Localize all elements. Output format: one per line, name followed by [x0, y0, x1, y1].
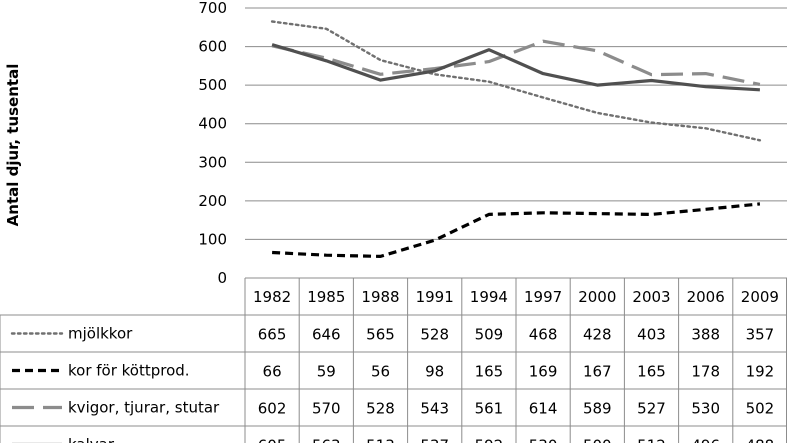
data-value-cell: 565 — [366, 326, 395, 344]
data-value-cell: 530 — [691, 400, 720, 418]
series-lines — [270, 20, 762, 258]
data-value-cell: 528 — [366, 400, 395, 418]
data-value-cell: 388 — [691, 326, 720, 344]
data-value-cell: 169 — [529, 363, 558, 381]
data-value-cell: 357 — [746, 326, 775, 344]
data-value-cell: 527 — [637, 400, 666, 418]
legend-label: mjölkkor — [68, 325, 133, 343]
data-value-cell: 59 — [317, 363, 336, 381]
y-tick-label: 300 — [198, 153, 227, 171]
data-value-cell: 178 — [691, 363, 720, 381]
x-category-label: 2003 — [632, 288, 670, 306]
y-tick-label: 500 — [198, 76, 227, 94]
x-category-label: 1988 — [361, 288, 399, 306]
series-line — [270, 20, 762, 142]
y-tick-label: 400 — [198, 115, 227, 133]
data-value-cell: 502 — [746, 400, 775, 418]
data-value-cell: 602 — [258, 400, 287, 418]
data-value-cell: 509 — [475, 326, 504, 344]
x-category-label: 2006 — [687, 288, 725, 306]
data-value-cell: 537 — [420, 437, 449, 443]
series-line — [272, 202, 761, 258]
x-category-label: 1982 — [253, 288, 291, 306]
data-value-cell: 543 — [420, 400, 449, 418]
data-value-cell: 56 — [371, 363, 390, 381]
data-value-cell: 589 — [583, 400, 612, 418]
legend-label: kor för köttprod. — [68, 362, 190, 380]
data-value-cell: 428 — [583, 326, 612, 344]
data-value-cell: 528 — [420, 326, 449, 344]
legend-label: kalvar — [68, 436, 115, 443]
data-value-cell: 488 — [746, 437, 775, 443]
x-category-label: 2000 — [578, 288, 616, 306]
data-value-cell: 646 — [312, 326, 341, 344]
data-value-cell: 614 — [529, 400, 558, 418]
series-line — [271, 39, 761, 86]
data-value-cell: 165 — [637, 363, 666, 381]
data-value-cell: 496 — [691, 437, 720, 443]
x-category-label: 1994 — [470, 288, 508, 306]
data-value-cell: 592 — [475, 437, 504, 443]
data-table: 1982 1985 1988 1991 1994 1997 2000 2003 2006 2009… — [0, 277, 787, 443]
x-category-label: 2009 — [741, 288, 779, 306]
data-value-cell: 98 — [425, 363, 444, 381]
data-value-cell: 530 — [529, 437, 558, 443]
y-axis-tick-labels: 0 100 200 300 400 500 600 700 — [198, 0, 227, 287]
x-category-label: 1997 — [524, 288, 562, 306]
data-value-cell: 165 — [475, 363, 504, 381]
data-value-cell: 605 — [258, 437, 287, 443]
y-tick-label: 200 — [198, 192, 227, 210]
data-value-cell: 66 — [263, 363, 282, 381]
y-tick-label: 600 — [198, 38, 227, 56]
x-category-label: 1991 — [416, 288, 454, 306]
series-line — [271, 43, 760, 92]
data-value-cell: 403 — [637, 326, 666, 344]
gridlines — [245, 7, 787, 240]
y-axis-label: Antal djur, tusental — [4, 64, 22, 227]
data-value-cell: 563 — [312, 437, 341, 443]
y-tick-label: 700 — [198, 0, 227, 17]
data-value-cell: 192 — [746, 363, 775, 381]
x-category-label: 1985 — [307, 288, 345, 306]
data-value-cell: 665 — [258, 326, 287, 344]
data-value-cell: 570 — [312, 400, 341, 418]
data-value-cell: 561 — [475, 400, 504, 418]
y-tick-label: 0 — [217, 269, 227, 287]
data-value-cell: 512 — [637, 437, 666, 443]
data-value-cell: 468 — [529, 326, 558, 344]
y-tick-label: 100 — [198, 230, 227, 248]
legend-label: kvigor, tjurar, stutar — [68, 399, 220, 417]
data-value-cell: 167 — [583, 363, 612, 381]
data-value-cell: 500 — [583, 437, 612, 443]
data-value-cell: 513 — [366, 437, 395, 443]
